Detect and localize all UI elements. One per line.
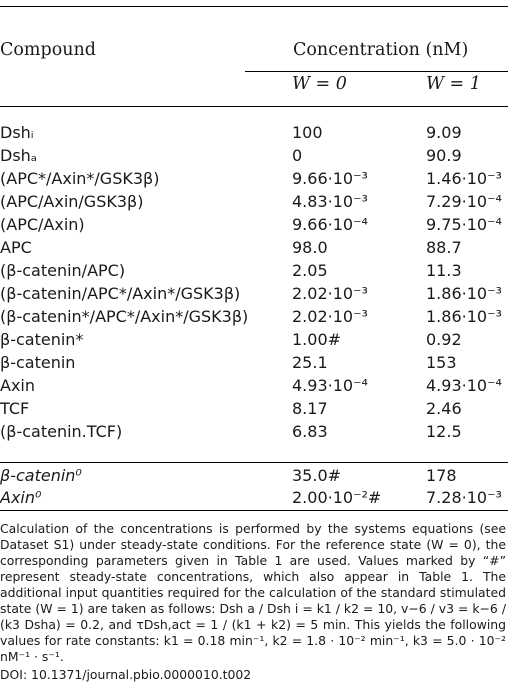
table-row: β-catenin 25.1 153 <box>0 352 508 374</box>
w0-cell: 2.00·10⁻²# <box>292 487 381 509</box>
w1-cell: 7.29·10⁻⁴ <box>426 191 502 213</box>
table-row: APC 98.0 88.7 <box>0 237 508 259</box>
header-bottom-rule <box>0 106 508 107</box>
w0-cell: 2.02·10⁻³ <box>292 283 368 305</box>
w1-header: W = 1 <box>426 74 481 94</box>
table-row: Dshᵢ 100 9.09 <box>0 122 508 144</box>
totals-separator-rule <box>0 462 508 463</box>
table-top-rule <box>0 6 508 7</box>
w0-cell: 100 <box>292 122 323 144</box>
compound-cell: (APC*/Axin*/GSK3β) <box>0 168 159 190</box>
table-row: (APC/Axin/GSK3β) 4.83·10⁻³ 7.29·10⁻⁴ <box>0 191 508 213</box>
compound-cell: Dshᵢ <box>0 122 34 144</box>
compound-header: Compound <box>0 40 96 60</box>
compound-cell: APC <box>0 237 32 259</box>
table-row: (β-catenin/APC) 2.05 11.3 <box>0 260 508 282</box>
totals-row: β-catenin⁰ 35.0# 178 <box>0 465 508 487</box>
w1-cell: 88.7 <box>426 237 462 259</box>
table-row: Axin 4.93·10⁻⁴ 4.93·10⁻⁴ <box>0 375 508 397</box>
compound-cell: (β-catenin.TCF) <box>0 421 122 443</box>
w1-cell: 4.93·10⁻⁴ <box>426 375 502 397</box>
w1-cell: 90.9 <box>426 145 462 167</box>
compound-cell: β-catenin <box>0 352 75 374</box>
w0-cell: 4.83·10⁻³ <box>292 191 368 213</box>
w0-cell: 2.05 <box>292 260 328 282</box>
w0-cell: 25.1 <box>292 352 328 374</box>
w0-cell: 98.0 <box>292 237 328 259</box>
w1-cell: 0.92 <box>426 329 462 351</box>
w1-cell: 178 <box>426 465 457 487</box>
table-row: (APC*/Axin*/GSK3β) 9.66·10⁻³ 1.46·10⁻³ <box>0 168 508 190</box>
compound-cell: (APC/Axin) <box>0 214 85 236</box>
table-footnote: Calculation of the concentrations is per… <box>0 521 506 665</box>
compound-cell: Axin <box>0 375 35 397</box>
table-row: (β-catenin.TCF) 6.83 12.5 <box>0 421 508 443</box>
w0-cell: 1.00# <box>292 329 341 351</box>
compound-cell: TCF <box>0 398 29 420</box>
compound-cell: (β-catenin/APC*/Axin*/GSK3β) <box>0 283 240 305</box>
compound-cell: Dshₐ <box>0 145 37 167</box>
w0-cell: 8.17 <box>292 398 328 420</box>
w1-cell: 1.46·10⁻³ <box>426 168 502 190</box>
totals-row: Axin⁰ 2.00·10⁻²# 7.28·10⁻³ <box>0 487 508 509</box>
compound-cell: Axin⁰ <box>0 487 41 509</box>
w1-cell: 9.09 <box>426 122 462 144</box>
compound-cell: (β-catenin*/APC*/Axin*/GSK3β) <box>0 306 248 328</box>
w0-cell: 2.02·10⁻³ <box>292 306 368 328</box>
w0-cell: 9.66·10⁻⁴ <box>292 214 368 236</box>
table-row: β-catenin* 1.00# 0.92 <box>0 329 508 351</box>
footnote-text: Calculation of the concentrations is per… <box>0 521 506 665</box>
w0-cell: 6.83 <box>292 421 328 443</box>
compound-cell: β-catenin* <box>0 329 83 351</box>
concentration-subrule <box>245 71 508 72</box>
table-row: (β-catenin/APC*/Axin*/GSK3β) 2.02·10⁻³ 1… <box>0 283 508 305</box>
w1-cell: 1.86·10⁻³ <box>426 283 502 305</box>
table-row: Dshₐ 0 90.9 <box>0 145 508 167</box>
compound-cell: (APC/Axin/GSK3β) <box>0 191 143 213</box>
w1-cell: 9.75·10⁻⁴ <box>426 214 502 236</box>
w0-cell: 0 <box>292 145 302 167</box>
w0-header: W = 0 <box>292 74 347 94</box>
w0-cell: 35.0# <box>292 465 341 487</box>
table-bottom-rule <box>0 510 508 511</box>
w1-cell: 153 <box>426 352 457 374</box>
w1-cell: 7.28·10⁻³ <box>426 487 502 509</box>
w1-cell: 12.5 <box>426 421 462 443</box>
w1-cell: 1.86·10⁻³ <box>426 306 502 328</box>
w1-cell: 11.3 <box>426 260 462 282</box>
concentration-header: Concentration (nM) <box>293 40 468 60</box>
doi-line[interactable]: DOI: 10.1371/journal.pbio.0000010.t002 <box>0 667 251 682</box>
compound-cell: (β-catenin/APC) <box>0 260 125 282</box>
table-row: (APC/Axin) 9.66·10⁻⁴ 9.75·10⁻⁴ <box>0 214 508 236</box>
table-row: (β-catenin*/APC*/Axin*/GSK3β) 2.02·10⁻³ … <box>0 306 508 328</box>
table-row: TCF 8.17 2.46 <box>0 398 508 420</box>
compound-cell: β-catenin⁰ <box>0 465 82 487</box>
w0-cell: 4.93·10⁻⁴ <box>292 375 368 397</box>
w1-cell: 2.46 <box>426 398 462 420</box>
w0-cell: 9.66·10⁻³ <box>292 168 368 190</box>
